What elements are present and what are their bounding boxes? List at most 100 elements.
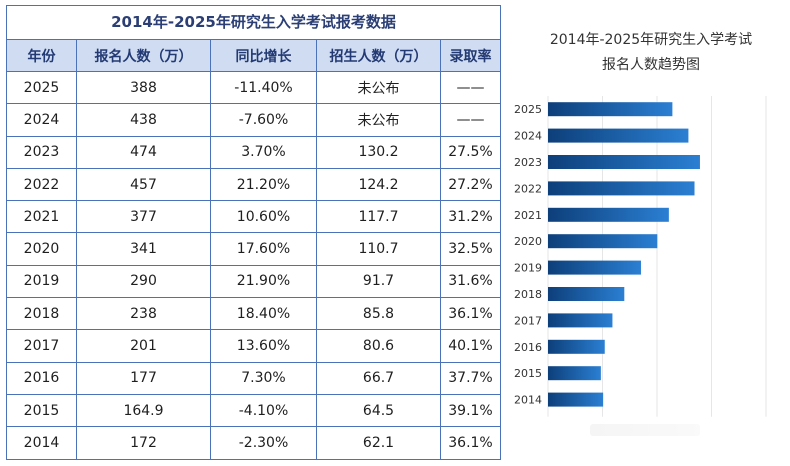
- table-row: 2018 238 18.40% 85.8 36.1%: [6, 297, 501, 331]
- cell-applicants: 177: [76, 361, 211, 395]
- category-label: 2025: [514, 103, 542, 116]
- cell-growth: -2.30%: [210, 426, 317, 460]
- data-table: 2014年-2025年研究生入学考试报考数据 年份 报名人数（万） 同比增长 招…: [6, 5, 501, 460]
- category-label: 2021: [514, 209, 542, 222]
- cell-admission-rate: 27.2%: [440, 167, 501, 202]
- cell-admission-rate: 31.2%: [440, 200, 501, 234]
- cell-admission-rate: 31.6%: [440, 264, 501, 299]
- cell-growth: 13.60%: [210, 329, 317, 363]
- cell-year: 2022: [6, 167, 77, 202]
- grid-lines: [547, 96, 767, 417]
- table-title: 2014年-2025年研究生入学考试报考数据: [6, 5, 501, 39]
- bar-2019: [548, 260, 641, 275]
- cell-year: 2018: [6, 297, 77, 331]
- cell-admission-rate: ——: [440, 103, 501, 137]
- table-row: 2025 388 -11.40% 未公布 ——: [6, 70, 501, 105]
- cell-admission-rate: 32.5%: [440, 232, 501, 266]
- cell-admitted: 110.7: [316, 232, 441, 266]
- table-row: 2023 474 3.70% 130.2 27.5%: [6, 135, 501, 169]
- cell-admitted: 62.1: [316, 426, 441, 460]
- bar-2024: [548, 128, 689, 143]
- cell-year: 2025: [6, 70, 77, 105]
- cell-year: 2023: [6, 135, 77, 169]
- chart-title-line-2: 报名人数趋势图: [602, 57, 700, 73]
- category-label: 2018: [514, 288, 542, 301]
- header-admission-rate: 录取率: [440, 39, 501, 72]
- cell-admission-rate: 36.1%: [440, 426, 501, 460]
- cell-admitted: 80.6: [316, 329, 441, 363]
- cell-year: 2024: [6, 103, 77, 137]
- cell-applicants: 201: [76, 329, 211, 363]
- cell-year: 2019: [6, 264, 77, 299]
- header-admitted: 招生人数（万）: [316, 39, 441, 72]
- cell-admitted: 未公布: [316, 103, 441, 137]
- table-row: 2020 341 17.60% 110.7 32.5%: [6, 232, 501, 266]
- cell-growth: 7.30%: [210, 361, 317, 395]
- bar-2025: [548, 102, 673, 117]
- cell-admitted: 130.2: [316, 135, 441, 169]
- category-label: 2015: [514, 367, 542, 380]
- cell-growth: 3.70%: [210, 135, 317, 169]
- bar-2016: [548, 339, 605, 354]
- cell-growth: 21.90%: [210, 264, 317, 299]
- cell-growth: 10.60%: [210, 200, 317, 234]
- table-row: 2016 177 7.30% 66.7 37.7%: [6, 361, 501, 395]
- bar-2014: [548, 392, 604, 407]
- cell-applicants: 388: [76, 70, 211, 105]
- cell-applicants: 457: [76, 167, 211, 202]
- table-row: 2017 201 13.60% 80.6 40.1%: [6, 329, 501, 363]
- cell-admission-rate: 40.1%: [440, 329, 501, 363]
- category-label: 2014: [514, 394, 542, 407]
- cell-admission-rate: 36.1%: [440, 297, 501, 331]
- table-header-row: 年份 报名人数（万） 同比增长 招生人数（万） 录取率: [6, 39, 501, 72]
- bar-2018: [548, 287, 625, 301]
- cell-growth: -7.60%: [210, 103, 317, 137]
- bar-series: [548, 102, 700, 407]
- watermark: [590, 424, 700, 436]
- category-label: 2016: [514, 341, 542, 354]
- category-label: 2022: [514, 182, 542, 195]
- chart-title: 2014年-2025年研究生入学考试 报名人数趋势图: [506, 28, 790, 78]
- category-label: 2019: [514, 262, 542, 275]
- bar-2023: [548, 155, 700, 169]
- cell-year: 2016: [6, 361, 77, 395]
- chart-container: 2014年-2025年研究生入学考试 报名人数趋势图 2025 2024 2023 2…: [506, 20, 786, 460]
- table-row: 2014 172 -2.30% 62.1 36.1%: [6, 426, 501, 460]
- bar-2020: [548, 234, 658, 249]
- cell-applicants: 474: [76, 135, 211, 169]
- chart-title-line-1: 2014年-2025年研究生入学考试: [549, 32, 753, 48]
- cell-admitted: 91.7: [316, 264, 441, 299]
- cell-applicants: 290: [76, 264, 211, 299]
- cell-growth: 17.60%: [210, 232, 317, 266]
- cell-growth: 18.40%: [210, 297, 317, 331]
- table-row: 2022 457 21.20% 124.2 27.2%: [6, 167, 501, 202]
- category-labels: 2025 2024 2023 2022 2021 2020 2019 2018 2017 2016…: [514, 103, 542, 406]
- cell-year: 2021: [6, 200, 77, 234]
- cell-growth: 21.20%: [210, 167, 317, 202]
- cell-admission-rate: ——: [440, 70, 501, 105]
- bar-chart: 2025 2024 2023 2022 2021 2020 2019 2018 2017 2016…: [514, 96, 767, 417]
- cell-growth: -4.10%: [210, 393, 317, 428]
- cell-admitted: 64.5: [316, 393, 441, 428]
- cell-applicants: 377: [76, 200, 211, 234]
- cell-applicants: 172: [76, 426, 211, 460]
- table-row: 2019 290 21.90% 91.7 31.6%: [6, 264, 501, 299]
- cell-admission-rate: 27.5%: [440, 135, 501, 169]
- bar-2021: [548, 207, 669, 222]
- cell-admission-rate: 37.7%: [440, 361, 501, 395]
- cell-applicants: 164.9: [76, 393, 211, 428]
- table-row: 2021 377 10.60% 117.7 31.2%: [6, 200, 501, 234]
- bar-2017: [548, 313, 613, 328]
- header-applicants: 报名人数（万）: [76, 39, 211, 72]
- cell-year: 2020: [6, 232, 77, 266]
- cell-admission-rate: 39.1%: [440, 393, 501, 428]
- cell-applicants: 438: [76, 103, 211, 137]
- category-label: 2020: [514, 235, 542, 248]
- category-label: 2024: [514, 130, 542, 143]
- table-row: 2015 164.9 -4.10% 64.5 39.1%: [6, 393, 501, 428]
- category-label: 2017: [514, 314, 542, 327]
- table-body: 2025 388 -11.40% 未公布 —— 2024 438 -7.60% 未公布 —— 202…: [6, 70, 501, 460]
- bar-2022: [548, 181, 695, 196]
- cell-year: 2014: [6, 426, 77, 460]
- header-growth: 同比增长: [210, 39, 317, 72]
